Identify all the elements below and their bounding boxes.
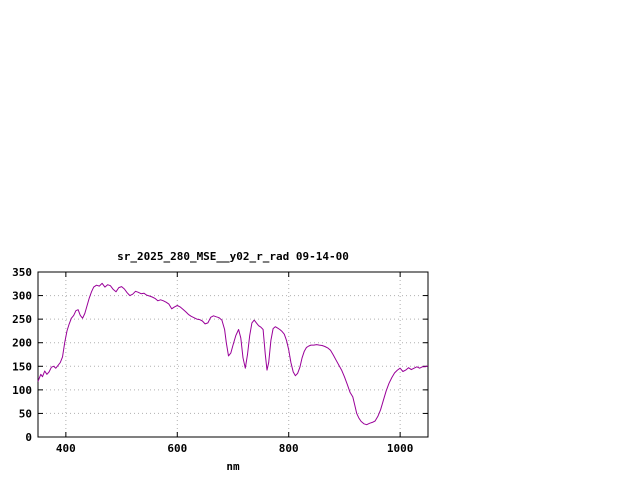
y-tick-label: 350 — [12, 266, 32, 279]
spectrum-line — [37, 282, 429, 426]
x-tick-label: 400 — [56, 442, 76, 455]
x-tick-label: 800 — [279, 442, 299, 455]
y-tick-label: 0 — [25, 431, 32, 444]
y-tick-label: 250 — [12, 313, 32, 326]
y-tick-label: 100 — [12, 384, 32, 397]
x-tick-label: 1000 — [387, 442, 414, 455]
y-tick-label: 300 — [12, 290, 32, 303]
y-tick-label: 50 — [19, 407, 32, 420]
x-axis-label: nm — [226, 460, 240, 473]
chart-title: sr_2025_280_MSE__y02_r_rad 09-14-00 — [117, 250, 349, 263]
plot-border — [37, 271, 429, 438]
x-tick-label: 600 — [167, 442, 187, 455]
y-tick-label: 150 — [12, 360, 32, 373]
y-tick-label: 200 — [12, 337, 32, 350]
